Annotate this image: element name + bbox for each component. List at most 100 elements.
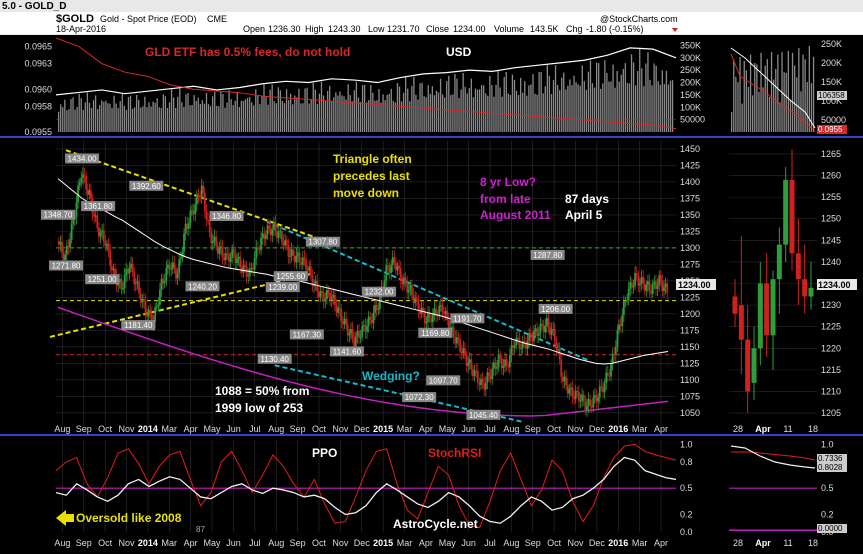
price-candle [231, 249, 234, 258]
mini-price-x-tick: 11 [783, 424, 792, 434]
price-candle [236, 258, 238, 264]
volume-bar [333, 97, 335, 132]
volume-bar [384, 100, 386, 132]
chg-label: Chg [566, 24, 583, 34]
price-candle [425, 321, 428, 324]
volume-bar [643, 86, 645, 132]
price-candle [510, 345, 513, 356]
price-y-tick: 1175 [680, 325, 699, 335]
volume-bar [487, 95, 489, 132]
pivot-label: 1255.60 [276, 272, 305, 281]
pivot-label: 1141.60 [333, 347, 362, 356]
volume-bar [86, 92, 89, 132]
price-candle [558, 349, 561, 360]
mini-volume-bar [760, 52, 762, 132]
volume-bar [563, 72, 565, 132]
mini-candle [789, 179, 795, 254]
volume-bar [534, 93, 536, 132]
volume-bar [659, 84, 661, 132]
volume-bar [357, 97, 360, 132]
volume-bar [111, 107, 113, 132]
volume-bar [612, 64, 614, 132]
price-candle [308, 266, 311, 271]
price-close-label: 1234.00 [678, 280, 711, 290]
price-candle [171, 262, 174, 269]
mini-price-y-tick: 1215 [821, 365, 841, 375]
pivot-label: 1434.00 [68, 154, 97, 163]
mini-ppo-x-tick: 11 [783, 538, 792, 548]
price-candle [430, 317, 433, 323]
volume-bar [663, 84, 666, 132]
price-candle [287, 245, 290, 257]
volume-bar [651, 85, 653, 132]
price-candle [544, 325, 547, 333]
price-candle [414, 298, 417, 304]
volume-bar [524, 81, 526, 132]
ppo-x-tick: Mar [162, 538, 178, 548]
price-x-tick: May [439, 424, 457, 434]
volume-bar [88, 102, 91, 132]
mini-ppo-values-label: 0.7336 [818, 454, 843, 463]
volume-bar [444, 97, 446, 132]
volume-bar [318, 93, 321, 132]
price-candle [175, 269, 177, 279]
volume-bar [368, 100, 370, 132]
price-x-tick: 2015 [373, 424, 393, 434]
oversold-note: Oversold like 2008 [76, 511, 182, 525]
usd-volume-tick: 300K [680, 53, 701, 63]
mini-ppo-line [730, 445, 816, 469]
price-candle [520, 348, 523, 350]
price-candle [125, 269, 128, 275]
volume-bar [382, 94, 384, 132]
price-candle [462, 348, 465, 354]
ppo-x-tick: Nov [332, 538, 349, 548]
volume-bar [374, 100, 376, 132]
volume-bar [228, 90, 230, 132]
price-candle [263, 233, 266, 240]
price-y-tick: 1425 [680, 160, 700, 170]
volume-bar [331, 101, 333, 132]
volume-bar [177, 96, 179, 132]
volume-bar [216, 105, 218, 132]
volume-bar [536, 94, 538, 132]
volume-bar [407, 88, 409, 132]
price-candle [555, 340, 558, 350]
price-candle [93, 213, 96, 217]
mini-usd-close-label: 0.0955 [818, 125, 843, 134]
volume-bar [179, 88, 181, 132]
volume-bar [244, 99, 247, 132]
price-candle [476, 370, 479, 383]
volume-bar [587, 71, 590, 132]
pivot-label-box [257, 353, 292, 364]
price-candle [163, 280, 166, 284]
mini-price-y-tick: 1205 [821, 408, 841, 418]
pivot-label: 1045.40 [469, 411, 498, 420]
volume-bar [185, 94, 187, 132]
ppo-x-tick: May [204, 538, 222, 548]
volume-bar [97, 109, 99, 132]
price-candle [517, 337, 519, 339]
volume-bar [446, 81, 448, 132]
volume-bar [647, 52, 649, 132]
volume-bar [515, 90, 518, 132]
volume-bar [281, 100, 284, 132]
volume-bar [296, 97, 298, 132]
mini-volume-bar [768, 96, 771, 132]
price-candle [138, 281, 140, 294]
pivot-label: 1072.30 [405, 393, 434, 402]
mini-usd-values-label-box: 106358 [818, 91, 845, 100]
price-x-tick: Sep [290, 424, 306, 434]
volume-bar [425, 97, 427, 132]
price-candle [350, 329, 352, 334]
price-candle [136, 281, 139, 284]
price-candle [364, 325, 367, 332]
volume-bar [417, 99, 419, 132]
price-candle [102, 230, 105, 242]
price-candle [255, 247, 258, 259]
price-candle [98, 227, 100, 237]
price-candle [658, 275, 661, 286]
price-candle [441, 304, 444, 313]
volume-bar [520, 77, 522, 132]
price-candle [561, 376, 564, 382]
pivot-label: 1346.80 [212, 212, 241, 221]
